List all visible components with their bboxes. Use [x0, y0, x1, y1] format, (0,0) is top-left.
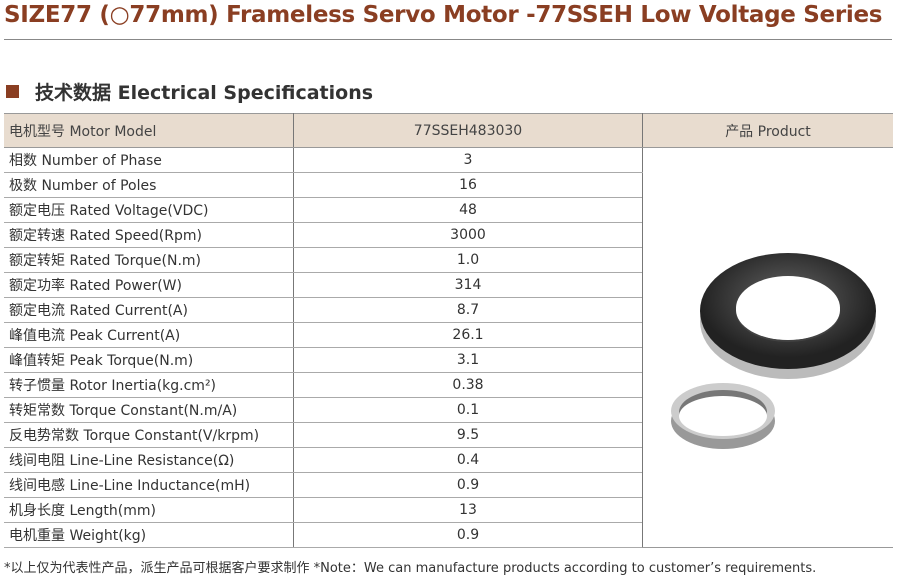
table-row: 转子惯量 Rotor Inertia(kg.cm²) 0.38: [4, 372, 893, 398]
product-image: [642, 147, 893, 548]
footnote: *以上仅为代表性产品，派生产品可根据客户要求制作 *Note：We can ma…: [4, 561, 817, 576]
table-row: 额定转矩 Rated Torque(N.m) 1.0: [4, 247, 893, 273]
row-label: 转子惯量 Rotor Inertia(kg.cm²): [4, 372, 294, 398]
row-value: 48: [293, 197, 643, 223]
table-row: 转矩常数 Torque Constant(N.m/A) 0.1: [4, 397, 893, 423]
row-label: 线间电感 Line-Line Inductance(mH): [4, 472, 294, 498]
row-value: 0.38: [293, 372, 643, 398]
row-value: 26.1: [293, 322, 643, 348]
row-value: 13: [293, 497, 643, 523]
table-row: 额定转速 Rated Speed(Rpm) 3000: [4, 222, 893, 248]
table-row: 峰值电流 Peak Current(A) 26.1: [4, 322, 893, 348]
row-value: 0.9: [293, 472, 643, 498]
row-label: 反电势常数 Torque Constant(V/krpm): [4, 422, 294, 448]
row-label: 相数 Number of Phase: [4, 147, 294, 173]
header-model: 77SSEH483030: [293, 113, 643, 148]
section-title: 技术数据 Electrical Specifications: [35, 82, 374, 104]
row-label: 机身长度 Length(mm): [4, 497, 294, 523]
table-row: 相数 Number of Phase 3: [4, 147, 893, 548]
row-value: 314: [293, 272, 643, 298]
row-value: 1.0: [293, 247, 643, 273]
row-value: 8.7: [293, 297, 643, 323]
spec-table: 电机型号 Motor Model 77SSEH483030 产品 Product…: [4, 113, 893, 548]
row-value: 0.1: [293, 397, 643, 423]
table-row: 线间电感 Line-Line Inductance(mH) 0.9: [4, 472, 893, 498]
motor-rings-image: [671, 252, 876, 449]
table-row: 机身长度 Length(mm) 13: [4, 497, 893, 523]
row-value: 16: [293, 172, 643, 198]
row-label: 峰值电流 Peak Current(A): [4, 322, 294, 348]
row-value: 3.1: [293, 347, 643, 373]
row-label: 额定转矩 Rated Torque(N.m): [4, 247, 294, 273]
row-value: 9.5: [293, 422, 643, 448]
row-label: 极数 Number of Poles: [4, 172, 294, 198]
row-label: 额定电压 Rated Voltage(VDC): [4, 197, 294, 223]
row-value: 0.9: [293, 522, 643, 548]
page-title: SIZE77 (○77mm) Frameless Servo Motor -77…: [4, 2, 883, 28]
table-row: 反电势常数 Torque Constant(V/krpm) 9.5: [4, 422, 893, 448]
row-label: 峰值转矩 Peak Torque(N.m): [4, 347, 294, 373]
row-label: 线间电阻 Line-Line Resistance(Ω): [4, 447, 294, 473]
table-row: 电机重量 Weight(kg) 0.9: [4, 522, 893, 548]
table-row: 极数 Number of Poles 16: [4, 172, 893, 198]
row-label: 额定功率 Rated Power(W): [4, 272, 294, 298]
section-heading: 技术数据 Electrical Specifications: [6, 78, 373, 105]
table-row: 峰值转矩 Peak Torque(N.m) 3.1: [4, 347, 893, 373]
row-label: 额定电流 Rated Current(A): [4, 297, 294, 323]
row-value: 0.4: [293, 447, 643, 473]
table-row: 额定功率 Rated Power(W) 314: [4, 272, 893, 298]
row-value: 3: [293, 147, 643, 173]
row-label: 转矩常数 Torque Constant(N.m/A): [4, 397, 294, 423]
table-row: 额定电流 Rated Current(A) 8.7: [4, 297, 893, 323]
header-label: 电机型号 Motor Model: [4, 113, 294, 148]
row-value: 3000: [293, 222, 643, 248]
header-product: 产品 Product: [642, 113, 893, 148]
table-row: 线间电阻 Line-Line Resistance(Ω) 0.4: [4, 447, 893, 473]
row-label: 额定转速 Rated Speed(Rpm): [4, 222, 294, 248]
title-divider: [4, 39, 892, 40]
square-bullet-icon: [6, 85, 19, 98]
row-label: 电机重量 Weight(kg): [4, 522, 294, 548]
table-row: 额定电压 Rated Voltage(VDC) 48: [4, 197, 893, 223]
table-header-row: 电机型号 Motor Model 77SSEH483030 产品 Product: [4, 113, 893, 148]
